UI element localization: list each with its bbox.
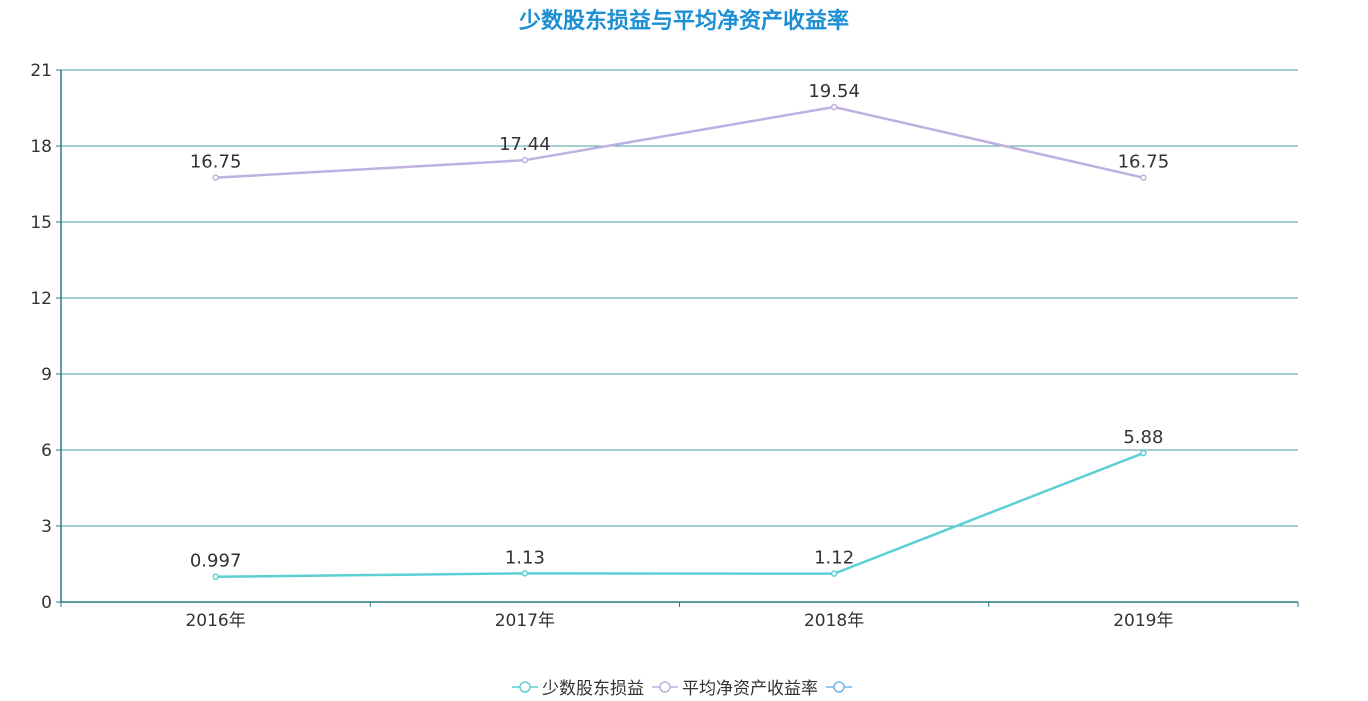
- legend-item[interactable]: [826, 674, 856, 699]
- data-point: [1140, 174, 1147, 181]
- data-point: [212, 573, 219, 580]
- data-point: [212, 174, 219, 181]
- y-tick-label: 21: [30, 61, 52, 81]
- legend-label: 平均净资产收益率: [682, 679, 818, 699]
- legend-marker-icon: [652, 680, 678, 693]
- y-tick-label: 0: [41, 593, 52, 613]
- data-label: 16.75: [1118, 152, 1170, 173]
- data-label: 0.997: [190, 551, 242, 572]
- legend-marker-icon: [826, 680, 852, 693]
- y-tick-label: 9: [41, 365, 52, 385]
- x-tick-label: 2017年: [495, 611, 555, 631]
- data-point: [830, 570, 838, 577]
- data-point: [830, 103, 838, 111]
- y-tick-label: 18: [30, 137, 52, 157]
- data-point: [521, 156, 529, 164]
- data-label: 1.13: [505, 547, 545, 568]
- legend-item[interactable]: 平均净资产收益率: [652, 674, 818, 699]
- legend: 少数股东损益 平均净资产收益率: [0, 674, 1368, 699]
- legend-marker-icon: [512, 680, 538, 693]
- x-tick-label: 2018年: [804, 611, 864, 631]
- series-line-0: [215, 451, 1144, 578]
- legend-item[interactable]: 少数股东损益: [512, 674, 644, 699]
- data-label: 17.44: [499, 134, 551, 155]
- data-label: 1.12: [814, 548, 854, 569]
- y-tick-label: 3: [41, 517, 52, 537]
- y-tick-label: 12: [30, 289, 52, 309]
- y-tick-label: 6: [41, 441, 52, 461]
- data-label: 16.75: [190, 152, 242, 173]
- x-tick-label: 2016年: [185, 611, 245, 631]
- data-point: [521, 570, 529, 577]
- legend-label: 少数股东损益: [542, 679, 644, 699]
- series-line-1: [215, 105, 1144, 179]
- y-tick-label: 15: [30, 213, 52, 233]
- chart-title: 少数股东损益与平均净资产收益率: [518, 9, 849, 34]
- x-tick-label: 2019年: [1113, 611, 1173, 631]
- data-point: [1140, 449, 1147, 457]
- data-label: 5.88: [1123, 427, 1163, 448]
- data-label: 19.54: [808, 81, 860, 102]
